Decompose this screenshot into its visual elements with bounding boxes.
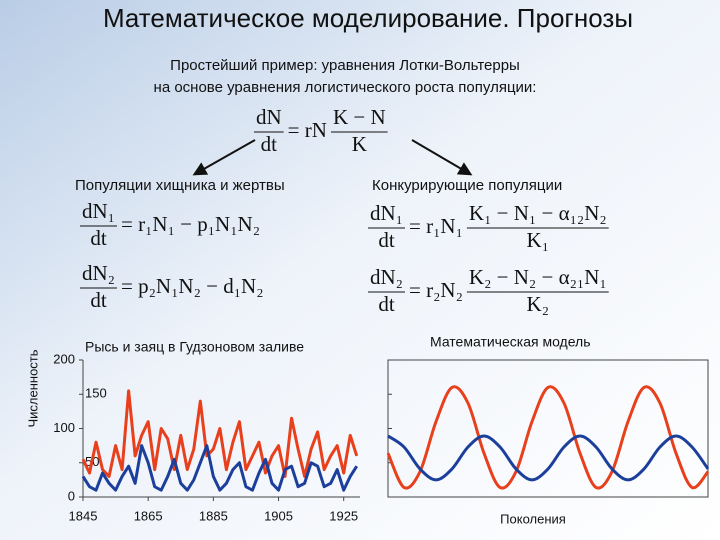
formula-text: dN bbox=[256, 105, 282, 129]
arrow bbox=[192, 139, 256, 176]
formula-text: dN₂ bbox=[82, 261, 115, 285]
series-line bbox=[81, 389, 359, 478]
subtitle: на основе уравнения логистического роста… bbox=[154, 79, 537, 96]
arrow bbox=[411, 139, 473, 176]
series-line bbox=[386, 385, 710, 490]
chart-title: Математическая модель bbox=[430, 334, 591, 350]
x-tick-label: 1925 bbox=[329, 508, 358, 523]
formula-text: dt bbox=[90, 288, 107, 312]
formula-text: dt bbox=[378, 292, 395, 316]
x-tick-label: 1905 bbox=[264, 508, 293, 523]
formula-text: = r₁N₁ − p₁N₁N₂ bbox=[121, 212, 260, 236]
x-tick-label: 1885 bbox=[199, 508, 228, 523]
charts: Рысь и заяц в Гудзоновом заливе Численнос… bbox=[25, 334, 710, 526]
heading: Популяции хищника и жертвы bbox=[75, 177, 285, 194]
y-tick-label: 200 bbox=[53, 351, 75, 366]
series-line bbox=[387, 434, 710, 482]
formula-text: K₂ bbox=[527, 292, 550, 316]
slide-title: Математическое моделирование. Прогнозы bbox=[103, 3, 633, 33]
formula-text: dN₁ bbox=[370, 201, 403, 225]
formula-text: K bbox=[352, 132, 367, 156]
x-tick-label: 1865 bbox=[134, 508, 163, 523]
formula-text: = rN bbox=[288, 118, 327, 142]
y-tick-label: 0 bbox=[68, 488, 75, 503]
x-tick-label: 1845 bbox=[69, 508, 98, 523]
y-tick-label: 100 bbox=[53, 420, 75, 435]
formula-text: dt bbox=[90, 226, 107, 250]
formula-text: K − N bbox=[333, 105, 386, 129]
subtitle: Простейший пример: уравнения Лотки-Вольт… bbox=[170, 57, 520, 74]
formula-text: K₂ − N₂ − α₂₁N₁ bbox=[469, 265, 607, 289]
formula-text: dN₁ bbox=[82, 199, 115, 223]
chart-title: Рысь и заяц в Гудзоновом заливе bbox=[85, 339, 304, 355]
heading: Конкурирующие популяции bbox=[372, 177, 562, 194]
formula-text: dt bbox=[378, 228, 395, 252]
y-axis-label: Численность bbox=[25, 349, 40, 427]
series-line bbox=[81, 444, 359, 492]
formula-text: K₁ bbox=[527, 228, 550, 252]
formula-text: dN₂ bbox=[370, 265, 403, 289]
formula-text: dt bbox=[261, 132, 278, 156]
formula-text: = r₂N₂ bbox=[409, 278, 463, 302]
formula-text: = r₁N₁ bbox=[409, 214, 463, 238]
formula-text: K₁ − N₁ − α₁₂N₂ bbox=[469, 201, 607, 225]
y-tick-label: 150 bbox=[85, 386, 107, 401]
formula-text: = p₂N₁N₂ − d₁N₂ bbox=[121, 274, 264, 298]
x-axis-label: Поколения bbox=[500, 511, 566, 526]
